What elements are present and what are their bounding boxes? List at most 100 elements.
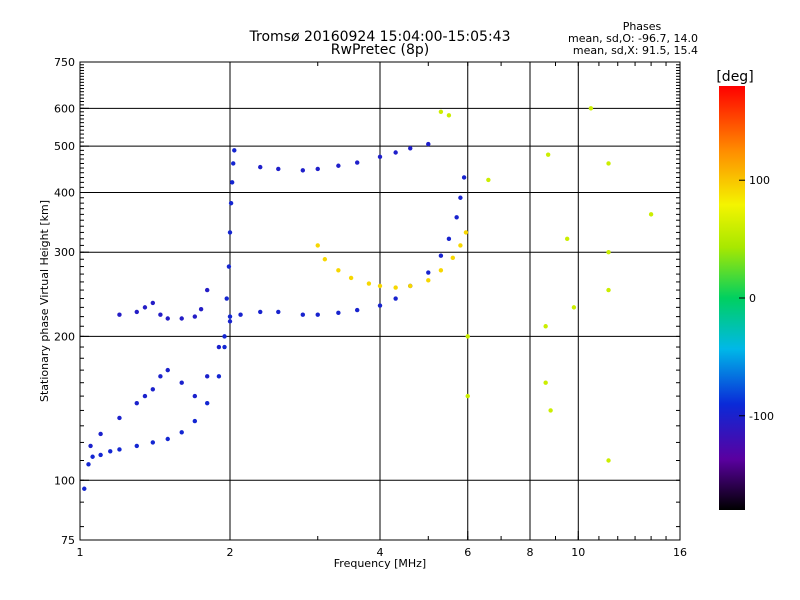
data-point bbox=[408, 146, 413, 151]
data-point bbox=[258, 164, 263, 170]
data-point bbox=[336, 310, 341, 316]
data-point bbox=[426, 141, 431, 147]
data-point bbox=[606, 161, 611, 166]
x-tick-label: 1 bbox=[77, 546, 84, 559]
data-point bbox=[450, 255, 456, 261]
data-point bbox=[446, 113, 452, 118]
data-point bbox=[134, 309, 139, 315]
data-point bbox=[158, 312, 163, 317]
data-point bbox=[222, 344, 227, 350]
data-point bbox=[426, 270, 431, 275]
data-point bbox=[648, 212, 654, 217]
x-tick-label: 16 bbox=[673, 546, 687, 559]
data-point bbox=[322, 257, 328, 262]
data-point bbox=[458, 195, 463, 200]
colorbar-label: [deg] bbox=[716, 69, 753, 85]
data-point bbox=[348, 275, 354, 281]
data-point bbox=[588, 106, 594, 111]
data-point bbox=[465, 393, 470, 399]
y-tick-label: 75 bbox=[61, 534, 75, 547]
phase-stats-o: mean, sd,O: -96.7, 14.0 bbox=[568, 32, 698, 45]
data-point bbox=[134, 443, 139, 449]
data-point bbox=[179, 430, 184, 435]
series-2 bbox=[117, 287, 210, 321]
data-point bbox=[461, 175, 467, 180]
data-point bbox=[354, 307, 360, 313]
data-point bbox=[86, 462, 91, 467]
data-point bbox=[165, 436, 170, 442]
data-point bbox=[454, 215, 459, 220]
data-point bbox=[377, 154, 383, 160]
data-point bbox=[543, 380, 548, 385]
colorbar-tick-label: 100 bbox=[749, 174, 770, 187]
data-point bbox=[315, 166, 320, 172]
data-point bbox=[198, 306, 204, 312]
data-point bbox=[134, 400, 139, 406]
data-point bbox=[108, 449, 113, 454]
data-point bbox=[438, 268, 444, 273]
axis-ticks: 1 2 4 6 8 10 16 75 100 200 300 400 500 600 750 bbox=[54, 56, 687, 559]
series-5 bbox=[315, 230, 469, 290]
x-tick-label: 6 bbox=[464, 546, 471, 559]
grid-lines bbox=[80, 62, 680, 540]
series-0 bbox=[82, 314, 233, 491]
data-point bbox=[204, 287, 210, 293]
y-tick-label: 500 bbox=[54, 140, 75, 153]
data-point bbox=[165, 367, 170, 373]
data-point bbox=[545, 152, 551, 157]
y-tick-label: 100 bbox=[54, 474, 75, 487]
data-point bbox=[366, 281, 372, 286]
data-point bbox=[393, 150, 398, 155]
data-point bbox=[179, 380, 184, 385]
data-point bbox=[315, 243, 320, 248]
data-point bbox=[315, 312, 320, 317]
x-tick-label: 4 bbox=[377, 546, 384, 559]
data-point bbox=[446, 236, 452, 242]
data-point bbox=[229, 180, 235, 185]
data-point bbox=[458, 243, 463, 248]
y-tick-label: 750 bbox=[54, 56, 75, 69]
data-point bbox=[192, 314, 198, 319]
data-point bbox=[88, 443, 93, 449]
data-points bbox=[82, 106, 654, 491]
data-point bbox=[606, 287, 611, 293]
data-point bbox=[564, 236, 570, 242]
data-point bbox=[336, 163, 341, 168]
y-axis-label: Stationary phase Virtual Height [km] bbox=[38, 200, 51, 402]
data-point bbox=[192, 393, 198, 399]
series-7 bbox=[438, 106, 654, 463]
series-3 bbox=[227, 175, 467, 324]
data-point bbox=[571, 305, 577, 310]
data-point bbox=[354, 160, 360, 165]
data-point bbox=[150, 440, 156, 445]
data-point bbox=[150, 387, 156, 392]
data-point bbox=[117, 415, 122, 421]
data-point bbox=[227, 230, 233, 235]
data-point bbox=[222, 334, 227, 339]
data-point bbox=[606, 250, 611, 255]
data-point bbox=[258, 309, 263, 315]
data-point bbox=[606, 458, 611, 463]
data-point bbox=[228, 200, 234, 206]
series-4 bbox=[222, 148, 237, 339]
data-point bbox=[216, 374, 222, 379]
data-point bbox=[227, 319, 233, 324]
data-point bbox=[226, 264, 232, 269]
colorbar-tick-label: -100 bbox=[749, 410, 774, 423]
data-point bbox=[238, 312, 243, 317]
chart-subtitle: RwPretec (8p) bbox=[331, 42, 429, 58]
y-tick-label: 400 bbox=[54, 186, 75, 199]
chart-title: Tromsø 20160924 15:04:00-15:05:43 bbox=[249, 29, 511, 45]
x-tick-label: 8 bbox=[527, 546, 534, 559]
data-point bbox=[377, 303, 383, 308]
data-point bbox=[426, 278, 431, 283]
y-tick-label: 300 bbox=[54, 246, 75, 259]
x-tick-label: 10 bbox=[571, 546, 585, 559]
data-point bbox=[231, 161, 236, 166]
y-tick-label: 600 bbox=[54, 102, 75, 115]
data-point bbox=[300, 168, 306, 173]
data-point bbox=[179, 316, 184, 321]
x-axis-label: Frequency [MHz] bbox=[334, 557, 426, 570]
series-6 bbox=[258, 141, 431, 173]
